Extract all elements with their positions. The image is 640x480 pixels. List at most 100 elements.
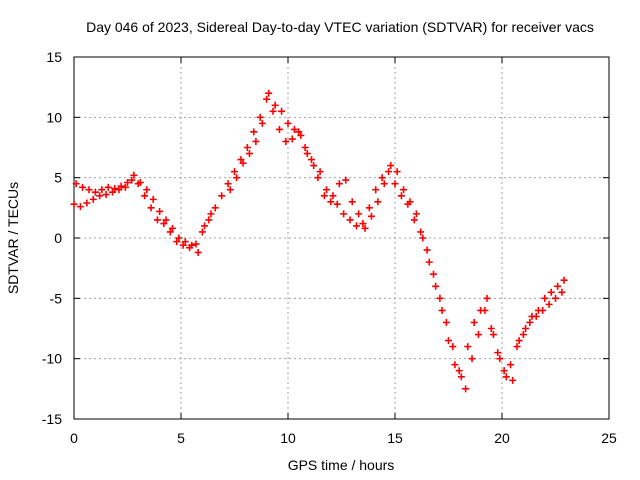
data-point bbox=[252, 137, 260, 145]
data-point bbox=[474, 331, 482, 339]
data-point bbox=[85, 186, 93, 194]
data-point bbox=[310, 162, 318, 170]
data-point bbox=[72, 180, 80, 188]
data-point bbox=[147, 204, 155, 212]
data-point bbox=[528, 312, 536, 320]
data-point bbox=[522, 325, 530, 332]
data-point bbox=[329, 192, 337, 200]
data-point bbox=[487, 325, 495, 332]
data-point bbox=[552, 294, 559, 302]
data-point bbox=[432, 282, 440, 290]
data-point bbox=[104, 183, 112, 191]
data-point bbox=[378, 174, 386, 182]
data-point bbox=[445, 337, 452, 345]
data-point bbox=[76, 203, 84, 211]
data-point bbox=[455, 367, 463, 375]
data-point bbox=[468, 355, 476, 363]
x-tick-label: 0 bbox=[70, 430, 78, 446]
data-point bbox=[205, 216, 213, 224]
data-point bbox=[496, 355, 504, 363]
data-point bbox=[70, 200, 78, 208]
data-point bbox=[355, 210, 363, 218]
data-point bbox=[218, 192, 226, 200]
data-point bbox=[464, 343, 472, 351]
data-point bbox=[83, 199, 91, 207]
data-point bbox=[166, 228, 174, 236]
data-point bbox=[560, 276, 568, 284]
data-point bbox=[507, 361, 515, 369]
data-point bbox=[515, 337, 523, 345]
grid-lines bbox=[74, 57, 609, 419]
data-point bbox=[316, 168, 324, 176]
data-point bbox=[290, 125, 298, 133]
data-point bbox=[239, 159, 247, 167]
data-point bbox=[275, 125, 283, 133]
data-point bbox=[295, 128, 303, 136]
data-point bbox=[115, 186, 123, 194]
data-point bbox=[91, 188, 99, 196]
x-tick-label: 15 bbox=[387, 430, 403, 446]
data-point bbox=[278, 107, 286, 115]
data-point bbox=[365, 204, 373, 212]
data-point bbox=[224, 180, 232, 188]
data-point bbox=[130, 171, 138, 179]
data-point bbox=[117, 182, 125, 190]
data-point bbox=[192, 240, 200, 248]
y-tick-label: 10 bbox=[46, 109, 62, 125]
data-point bbox=[136, 178, 144, 186]
data-point bbox=[502, 373, 510, 381]
data-point bbox=[323, 186, 331, 194]
data-point bbox=[340, 210, 348, 218]
data-point bbox=[410, 216, 418, 224]
x-tick-label: 10 bbox=[280, 430, 296, 446]
x-axis-title: GPS time / hours bbox=[288, 457, 395, 473]
data-point bbox=[89, 195, 97, 203]
data-point bbox=[397, 192, 405, 200]
y-tick-label: 0 bbox=[54, 230, 62, 246]
data-point bbox=[173, 238, 181, 246]
data-point bbox=[237, 156, 245, 164]
data-point bbox=[430, 270, 438, 278]
data-point bbox=[451, 361, 459, 369]
data-point bbox=[201, 222, 209, 230]
data-point bbox=[333, 200, 341, 208]
y-tick-label: -10 bbox=[42, 351, 62, 367]
data-points bbox=[70, 89, 568, 393]
data-point bbox=[385, 168, 393, 176]
data-point bbox=[442, 318, 450, 326]
data-point bbox=[314, 174, 322, 182]
data-point bbox=[156, 207, 164, 215]
data-point bbox=[121, 183, 129, 191]
y-tick-label: 15 bbox=[46, 49, 62, 65]
data-point bbox=[162, 216, 170, 224]
data-point bbox=[361, 224, 369, 232]
data-point bbox=[436, 294, 444, 302]
x-tick-label: 5 bbox=[177, 430, 185, 446]
data-point bbox=[547, 288, 555, 296]
data-point bbox=[245, 150, 253, 158]
y-tick-label: -5 bbox=[50, 290, 63, 306]
data-point bbox=[342, 176, 350, 184]
data-point bbox=[500, 367, 508, 375]
data-point bbox=[554, 282, 562, 290]
data-point bbox=[393, 168, 401, 176]
data-point bbox=[346, 216, 354, 224]
data-point bbox=[412, 210, 420, 218]
chart-title: Day 046 of 2023, Sidereal Day-to-day VTE… bbox=[86, 19, 594, 35]
data-point bbox=[470, 318, 478, 326]
data-point bbox=[438, 306, 446, 314]
data-point bbox=[348, 198, 356, 206]
axis-ticks bbox=[73, 56, 610, 420]
y-tick-label: -15 bbox=[42, 411, 62, 427]
data-point bbox=[250, 128, 258, 136]
data-point bbox=[198, 228, 206, 236]
data-point bbox=[372, 186, 380, 194]
data-point bbox=[96, 192, 104, 200]
data-point bbox=[425, 258, 433, 266]
data-point bbox=[374, 198, 382, 206]
data-point bbox=[534, 306, 542, 314]
data-point bbox=[297, 131, 305, 139]
x-tick-label: 25 bbox=[601, 430, 617, 446]
data-point bbox=[233, 174, 241, 182]
